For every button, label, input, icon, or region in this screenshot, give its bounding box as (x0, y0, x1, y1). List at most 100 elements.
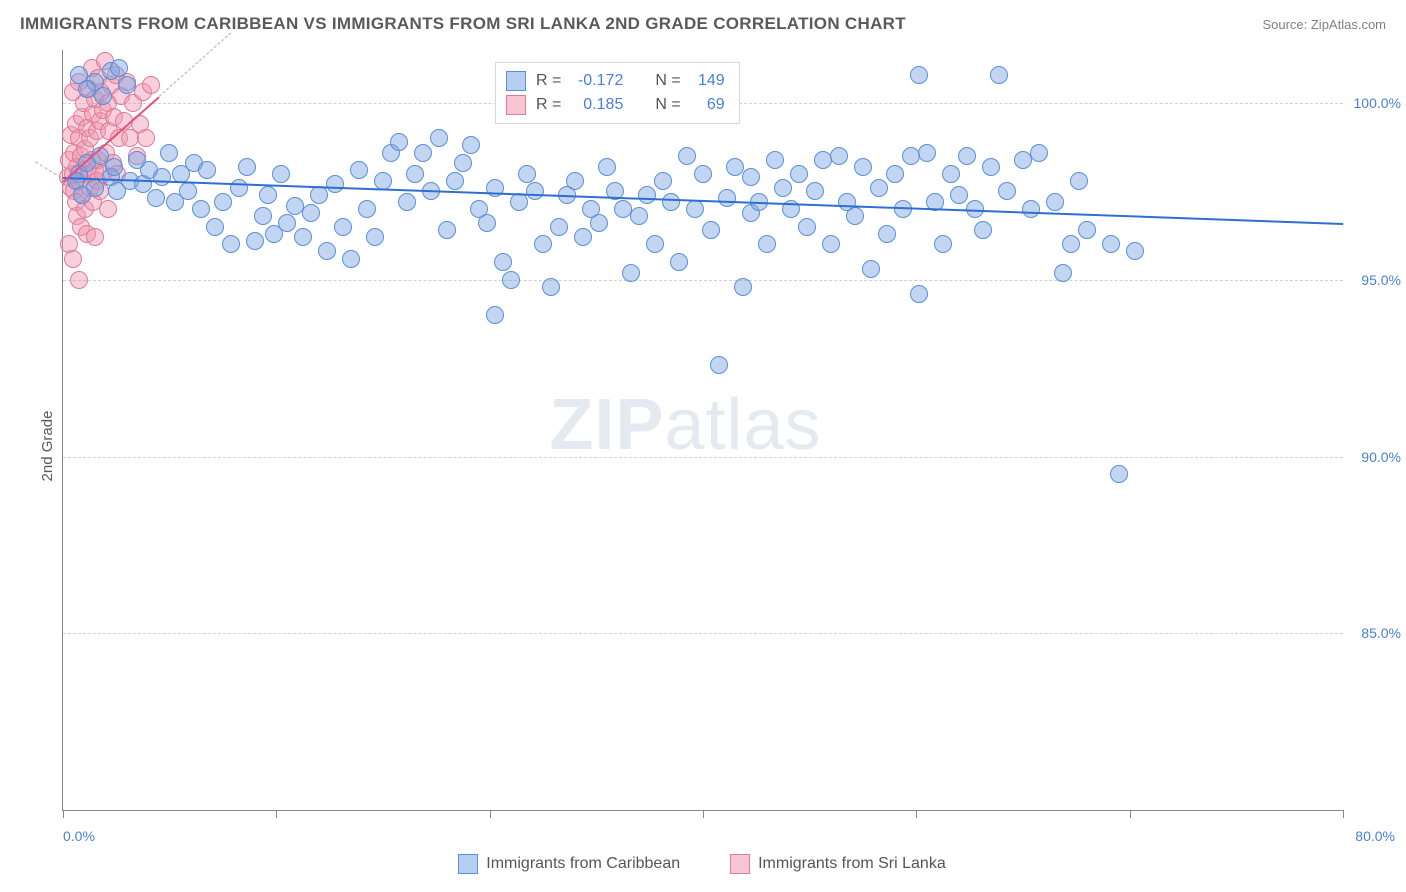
y-axis-label: 2nd Grade (39, 411, 56, 482)
data-point (1078, 221, 1096, 239)
data-point (1054, 264, 1072, 282)
data-point (406, 165, 424, 183)
data-point (1046, 193, 1064, 211)
data-point (646, 235, 664, 253)
data-point (198, 161, 216, 179)
data-point (870, 179, 888, 197)
data-point (206, 218, 224, 236)
data-point (192, 200, 210, 218)
data-point (462, 136, 480, 154)
x-tick (63, 810, 64, 818)
data-point (790, 165, 808, 183)
data-point (310, 186, 328, 204)
legend-label-pink: Immigrants from Sri Lanka (758, 855, 946, 873)
data-point (259, 186, 277, 204)
x-tick (490, 810, 491, 818)
data-point (142, 76, 160, 94)
data-point (486, 306, 504, 324)
x-tick (276, 810, 277, 818)
data-point (478, 214, 496, 232)
data-point (630, 207, 648, 225)
data-point (1126, 242, 1144, 260)
data-point (886, 165, 904, 183)
data-point (998, 182, 1016, 200)
data-point (678, 147, 696, 165)
x-tick (1130, 810, 1131, 818)
data-point (318, 242, 336, 260)
data-point (73, 186, 91, 204)
legend-label-blue: Immigrants from Caribbean (486, 855, 680, 873)
data-point (934, 235, 952, 253)
data-point (358, 200, 376, 218)
data-point (94, 87, 112, 105)
chart-header: IMMIGRANTS FROM CARIBBEAN VS IMMIGRANTS … (20, 14, 1386, 34)
y-tick-label: 100.0% (1354, 95, 1401, 111)
data-point (950, 186, 968, 204)
data-point (366, 228, 384, 246)
data-point (1102, 235, 1120, 253)
chart-title: IMMIGRANTS FROM CARIBBEAN VS IMMIGRANTS … (20, 14, 906, 34)
data-point (390, 133, 408, 151)
data-point (918, 144, 936, 162)
n-value: 69 (691, 96, 725, 114)
n-value: 149 (691, 72, 725, 90)
trend-dash (35, 161, 62, 178)
data-point (694, 165, 712, 183)
legend-item-blue: Immigrants from Caribbean (458, 854, 680, 874)
scatter-chart: ZIPatlas 100.0%95.0%90.0%85.0%0.0%80.0%R… (62, 50, 1343, 811)
legend-swatch-blue (458, 854, 478, 874)
data-point (758, 235, 776, 253)
n-label: N = (655, 96, 680, 114)
data-point (910, 66, 928, 84)
data-point (878, 225, 896, 243)
data-point (214, 193, 232, 211)
data-point (822, 235, 840, 253)
x-tick-label-min: 0.0% (63, 828, 95, 844)
bottom-legend: Immigrants from Caribbean Immigrants fro… (62, 854, 1342, 874)
data-point (398, 193, 416, 211)
data-point (638, 186, 656, 204)
data-point (64, 250, 82, 268)
data-point (147, 189, 165, 207)
n-label: N = (655, 72, 680, 90)
correlation-row: R =0.185N =69 (506, 93, 725, 117)
watermark-atlas: atlas (664, 385, 821, 465)
data-point (137, 129, 155, 147)
data-point (110, 59, 128, 77)
gridline (63, 457, 1343, 458)
data-point (982, 158, 1000, 176)
data-point (726, 158, 744, 176)
data-point (510, 193, 528, 211)
data-point (718, 189, 736, 207)
data-point (862, 260, 880, 278)
data-point (542, 278, 560, 296)
data-point (222, 235, 240, 253)
data-point (446, 172, 464, 190)
data-point (326, 175, 344, 193)
x-tick-label-max: 80.0% (1355, 828, 1395, 844)
data-point (566, 172, 584, 190)
data-point (70, 271, 88, 289)
data-point (454, 154, 472, 172)
data-point (414, 144, 432, 162)
data-point (1030, 144, 1048, 162)
data-point (430, 129, 448, 147)
data-point (974, 221, 992, 239)
data-point (160, 144, 178, 162)
data-point (278, 214, 296, 232)
correlation-row: R =-0.172N =149 (506, 69, 725, 93)
legend-swatch (506, 71, 526, 91)
legend-swatch-pink (730, 854, 750, 874)
data-point (153, 168, 171, 186)
data-point (798, 218, 816, 236)
y-tick-label: 90.0% (1361, 449, 1401, 465)
data-point (374, 172, 392, 190)
data-point (622, 264, 640, 282)
y-tick-label: 95.0% (1361, 272, 1401, 288)
data-point (846, 207, 864, 225)
data-point (550, 218, 568, 236)
r-value: -0.172 (571, 72, 623, 90)
legend-swatch (506, 95, 526, 115)
data-point (518, 165, 536, 183)
data-point (179, 182, 197, 200)
